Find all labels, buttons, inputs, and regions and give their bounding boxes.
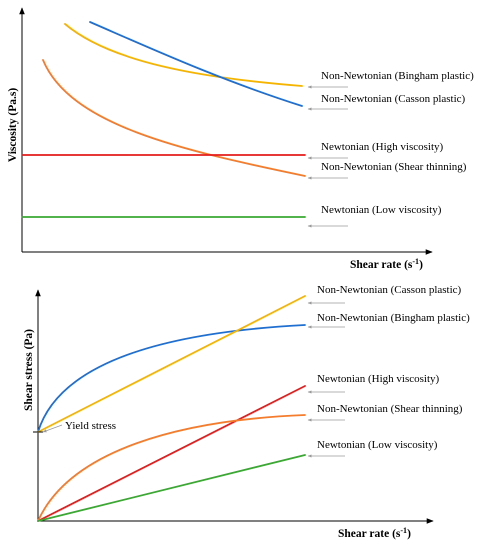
top-y-axis-label: Viscosity (Pa.s) bbox=[7, 88, 19, 162]
bottom-line-newtonian-low bbox=[37, 454, 306, 522]
bottom-curve-shear-thinning bbox=[37, 414, 306, 522]
top-curve-shear-thinning bbox=[42, 59, 306, 177]
bottom-line-newtonian-high bbox=[37, 385, 306, 522]
bottom-label-casson: Non-Newtonian (Casson plastic) bbox=[317, 284, 462, 296]
top-label-bingham: Non-Newtonian (Bingham plastic) bbox=[321, 70, 474, 82]
top-label-newtonian-high: Newtonian (High viscosity) bbox=[321, 141, 444, 153]
bottom-y-axis-label: Shear stress (Pa) bbox=[23, 329, 35, 411]
top-label-newtonian-low: Newtonian (Low viscosity) bbox=[321, 204, 442, 216]
bottom-label-newtonian-low: Newtonian (Low viscosity) bbox=[317, 439, 438, 451]
top-label-shear-thinning: Non-Newtonian (Shear thinning) bbox=[321, 161, 467, 173]
top-curve-casson bbox=[89, 21, 303, 107]
top-label-casson: Non-Newtonian (Casson plastic) bbox=[321, 93, 466, 105]
viscosity-chart: Viscosity (Pa.s) Shear rate (s-1) Non-Ne… bbox=[7, 7, 474, 272]
bottom-label-bingham: Non-Newtonian (Bingham plastic) bbox=[317, 312, 470, 324]
top-x-axis-label: Shear rate (s-1) bbox=[350, 257, 423, 272]
bottom-line-casson bbox=[37, 295, 306, 433]
bottom-label-shear-thinning: Non-Newtonian (Shear thinning) bbox=[317, 403, 463, 415]
bottom-curve-bingham bbox=[37, 324, 306, 433]
bottom-label-newtonian-high: Newtonian (High viscosity) bbox=[317, 373, 440, 385]
top-curve-bingham bbox=[64, 23, 303, 87]
yield-stress-label: Yield stress bbox=[65, 420, 116, 432]
bottom-x-axis-label: Shear rate (s-1) bbox=[338, 526, 411, 541]
yield-stress-leader bbox=[42, 424, 63, 433]
shear-stress-chart: Shear stress (Pa) Shear rate (s-1) Yield… bbox=[23, 284, 470, 540]
